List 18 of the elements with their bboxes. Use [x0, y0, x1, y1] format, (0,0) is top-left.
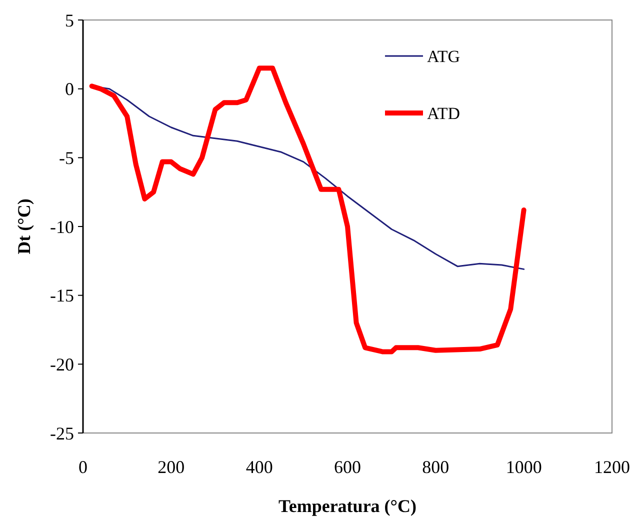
- y-tick-label: -15: [50, 286, 74, 306]
- y-tick-label: 0: [65, 79, 74, 100]
- y-tick-label: -10: [50, 216, 74, 237]
- x-tick-label: 1000: [506, 457, 542, 477]
- y-tick-label: -25: [50, 423, 74, 444]
- x-tick-label: 200: [158, 457, 185, 477]
- legend-label: ATG: [427, 46, 460, 66]
- legend-label: ATD: [427, 104, 460, 123]
- x-tick-label: 600: [334, 457, 361, 477]
- y-tick-label: -20: [50, 354, 74, 374]
- x-tick-label: 800: [422, 457, 450, 477]
- x-axis-title: Temperatura (°C): [278, 496, 417, 516]
- x-tick-label: 0: [78, 457, 88, 477]
- x-tick-label: 1200: [594, 457, 630, 477]
- x-tick-label: 400: [246, 457, 273, 477]
- y-axis-title: Dt (°C): [14, 198, 34, 254]
- y-tick-label: -5: [59, 148, 74, 168]
- y-tick-label: 5: [65, 10, 74, 30]
